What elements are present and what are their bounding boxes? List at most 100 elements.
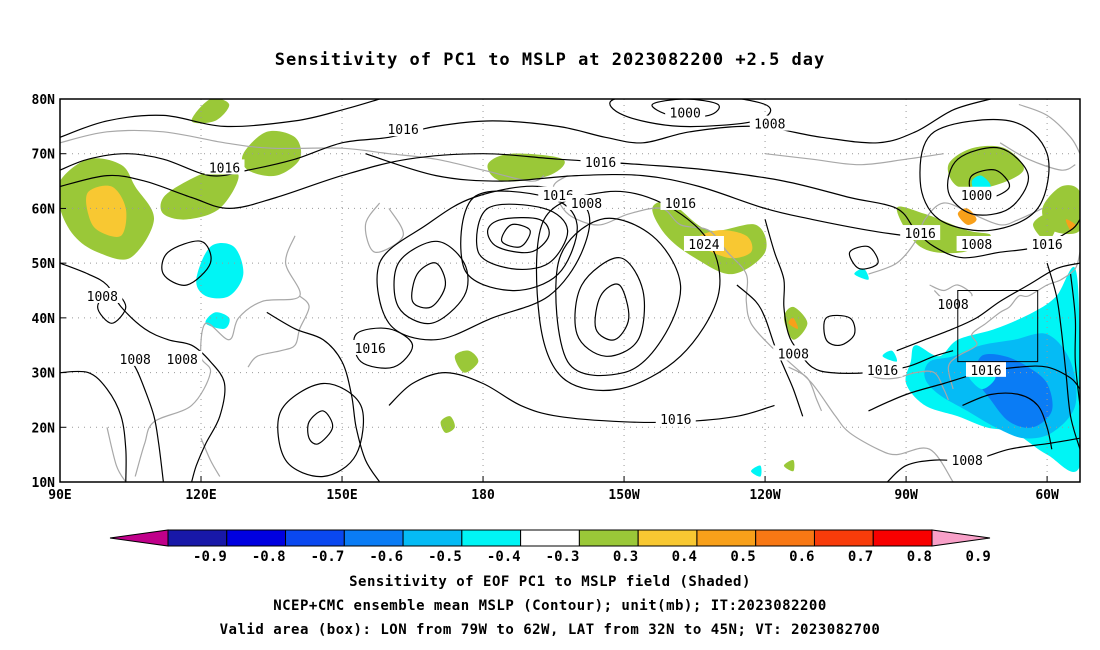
colorbar-label: 0.4	[672, 549, 697, 565]
colorbar-label: 0.8	[907, 549, 932, 565]
shading-region	[454, 350, 479, 373]
latitude-label: 20N	[32, 421, 56, 436]
contour-label-bg	[749, 115, 790, 131]
shading-region	[783, 459, 795, 472]
contour-label-bg	[956, 186, 997, 202]
contour-label: 1016	[905, 227, 936, 242]
contour-label-bg	[947, 452, 988, 468]
map-frame	[59, 98, 1081, 483]
colorbar-swatch	[578, 529, 639, 547]
colorbar-label: -0.6	[369, 549, 403, 565]
contour-label-bg	[773, 345, 814, 361]
mslp-isobar	[896, 262, 1080, 352]
colorbar-label: -0.9	[193, 549, 227, 565]
coastline	[552, 175, 954, 482]
mslp-isobar	[736, 284, 804, 417]
mslp-isobar	[947, 146, 1029, 216]
contour-label: 1016	[970, 364, 1001, 379]
shading-region	[86, 185, 127, 237]
colorbar-label: 0.9	[965, 549, 990, 565]
colorbar-label: 0.5	[730, 549, 755, 565]
contour-label: 1016	[209, 161, 240, 176]
mslp-isobar	[277, 382, 364, 478]
coastline	[788, 366, 823, 412]
shading-region	[191, 99, 230, 124]
shading-region	[1033, 213, 1057, 242]
mslp-isobar	[376, 185, 591, 341]
contour-label-bg	[162, 350, 203, 366]
longitude-label: 90E	[48, 488, 71, 503]
contour-label: 1000	[961, 189, 992, 204]
colorbar-label: -0.8	[252, 549, 286, 565]
colorbar-swatch	[402, 529, 463, 547]
contour-label-bg	[862, 361, 903, 377]
mslp-isobar	[848, 245, 879, 270]
contour-label-bg	[900, 225, 941, 241]
colorbar-swatch	[285, 529, 345, 547]
mslp-isobar	[574, 257, 646, 357]
colorbar-label: -0.7	[311, 549, 345, 565]
coastline	[765, 153, 944, 166]
colorbar-triangle-right	[931, 529, 991, 547]
contour-label: 1016	[355, 342, 386, 357]
sensitivity-shading	[60, 99, 1080, 477]
longitude-label: 120E	[185, 488, 216, 503]
latitude-label: 50N	[32, 257, 56, 272]
mslp-isobar	[487, 217, 550, 254]
mslp-isobar	[60, 99, 991, 177]
colorbar-label: 0.3	[613, 549, 638, 565]
shading-region	[241, 130, 302, 177]
longitude-label: 180	[471, 488, 495, 503]
colorbar-label: 0.6	[789, 549, 814, 565]
colorbar-label: -0.4	[487, 549, 521, 565]
coastline	[863, 370, 949, 401]
mslp-isobar	[60, 99, 380, 138]
colorbar-swatch	[637, 529, 698, 547]
coastline	[60, 129, 545, 182]
contour-label: 1008	[961, 238, 992, 253]
colorbar-label: 0.7	[848, 549, 873, 565]
contour-label: 1016	[660, 413, 691, 428]
shading-region	[205, 312, 230, 329]
contour-label-bg	[956, 235, 997, 251]
shading-region	[160, 169, 239, 220]
contour-label-bg	[683, 235, 724, 251]
coastline	[247, 295, 310, 368]
contour-label: 1008	[937, 298, 968, 313]
shading-region	[440, 416, 455, 433]
shading-region	[751, 465, 762, 477]
contour-label-bg	[115, 350, 156, 366]
shading-region	[487, 153, 565, 182]
mslp-isobar	[388, 371, 775, 424]
shading-region	[1065, 219, 1076, 231]
contour-label-bg	[82, 287, 123, 303]
shading-region	[957, 208, 977, 225]
mslp-isobar	[460, 190, 578, 292]
latitude-label: 30N	[32, 367, 56, 382]
coastline	[868, 202, 1043, 275]
longitude-label: 150W	[608, 488, 639, 503]
contour-label-bg	[566, 194, 607, 210]
mslp-isobar	[161, 240, 212, 286]
colorbar-swatch	[226, 529, 287, 547]
contour-label-bg	[350, 339, 391, 355]
contour-label: 1000	[670, 107, 701, 122]
mslp-isobar	[500, 223, 531, 248]
mslp-isobar	[365, 153, 907, 237]
colorbar-swatch	[696, 529, 757, 547]
contour-label-bg	[965, 361, 1006, 377]
mslp-isobar	[1046, 262, 1080, 450]
contour-label: 1024	[688, 238, 719, 253]
shading-region	[882, 350, 898, 362]
mslp-isobar	[393, 240, 469, 325]
map-title: Sensitivity of PC1 to MSLP at 2023082200…	[274, 50, 826, 70]
mslp-isobar	[307, 410, 334, 445]
colorbar-swatch	[813, 529, 874, 547]
colorbar-swatch	[520, 529, 580, 547]
colorbar-triangle-left	[109, 529, 169, 547]
footer-line-2: NCEP+CMC ensemble mean MSLP (Contour); u…	[273, 598, 827, 614]
contour-label: 1008	[754, 118, 785, 133]
mslp-isobar	[823, 314, 856, 347]
